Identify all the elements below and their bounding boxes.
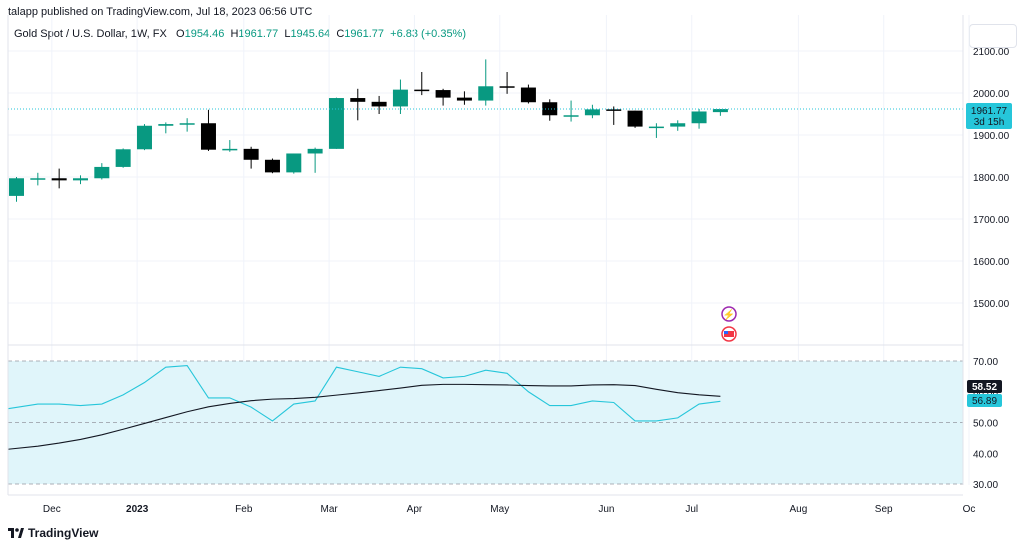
time-tick-label: 2023 [126, 504, 149, 515]
time-tick-label: Mar [321, 504, 339, 515]
candle-body [51, 178, 67, 181]
candle-body [606, 109, 622, 111]
candle-body [94, 166, 110, 179]
change-value: +6.83 (+0.35%) [390, 28, 467, 40]
candle-body [136, 125, 152, 150]
rsi-tick-label: 40.00 [973, 449, 998, 460]
footer-brand: TradingView [8, 526, 98, 540]
candle-body [200, 123, 216, 150]
candle-body [264, 159, 280, 173]
chart-settings-button[interactable] [969, 24, 1017, 48]
publisher-caption: talapp published on TradingView.com, Jul… [8, 6, 313, 18]
rsi-tick-label: 30.00 [973, 480, 998, 491]
candle-body [520, 87, 536, 103]
candle-body [350, 98, 366, 102]
price-tick-label: 1700.00 [973, 215, 1010, 226]
flag-canton [724, 331, 728, 334]
candle-body [435, 90, 451, 98]
price-tag-bg [966, 103, 1012, 129]
axes-layer: 2100.00 2000.00 1900.00 1800.00 1700.00 1600.… [7, 15, 1010, 515]
candle-body [670, 123, 686, 127]
low-value: 1945.64 [290, 28, 331, 40]
rsi-tick-label: 50.00 [973, 419, 998, 430]
rsi-line [7, 365, 721, 422]
flag-stripes [724, 331, 734, 337]
price-tick-label: 2000.00 [973, 89, 1010, 100]
candle-body [584, 109, 600, 116]
rsi-band-lines [8, 360, 963, 485]
low-label: L [284, 28, 291, 40]
candle-body [9, 178, 24, 196]
price-tick-label: 1800.00 [973, 173, 1010, 184]
rsi-ma-tag-bg [967, 380, 1002, 393]
candle-body [712, 109, 728, 113]
price-tick-label: 1500.00 [973, 299, 1010, 310]
candle-body [72, 178, 88, 181]
open-value: 1954.46 [184, 28, 225, 40]
price-tag-value: 1961.77 [971, 106, 1008, 117]
tradingview-logo-icon [8, 528, 24, 538]
price-tick-label: 1600.00 [973, 257, 1010, 268]
rsi-tag-value: 56.89 [972, 396, 997, 407]
time-tick-label: Jun [598, 504, 614, 515]
candle-body [392, 89, 408, 107]
candle-body [563, 115, 579, 117]
time-tick-label: Jul [685, 504, 698, 515]
rsi-tick-label: 60.00 [973, 388, 998, 399]
time-tick-label: Dec [43, 504, 61, 515]
price-tick-label: 1900.00 [973, 131, 1010, 142]
rsi-tick-label: 70.00 [973, 357, 998, 368]
time-tick-label: Apr [407, 504, 423, 515]
time-tick-label: Feb [235, 504, 253, 515]
brand-name: TradingView [28, 526, 99, 540]
candle-body [115, 149, 131, 167]
lightning-glyph: ⚡ [723, 308, 735, 321]
candle-body [478, 86, 494, 101]
rsi-ma-tag-value: 58.52 [972, 382, 997, 393]
rsi-ma-line [7, 383, 721, 450]
price-tick-label: 2100.00 [973, 47, 1010, 58]
rsi-series-layer [7, 365, 721, 450]
candle-body [328, 98, 344, 149]
candle-body [222, 148, 238, 151]
candle-body [414, 89, 430, 92]
high-label: H [230, 28, 239, 40]
candle-body [158, 124, 174, 126]
candle-body [30, 178, 46, 180]
close-label: C [336, 28, 345, 40]
candle-body [286, 153, 302, 173]
time-tick-label: Aug [789, 504, 807, 515]
candle-body [648, 126, 664, 129]
candles-layer [9, 59, 728, 202]
price-tag-countdown: 3d 15h [974, 117, 1005, 128]
rsi-tag-bg [967, 394, 1002, 407]
open-label: O [176, 28, 185, 40]
candle-body [243, 148, 259, 160]
candle-body [456, 97, 472, 101]
high-value: 1961.77 [238, 28, 279, 40]
candle-body [691, 111, 707, 124]
candle-body [627, 110, 643, 127]
close-value: 1961.77 [344, 28, 385, 40]
time-tick-label: Oc [963, 504, 976, 515]
candle-body [499, 86, 515, 88]
time-tick-label: May [490, 504, 509, 515]
time-tick-label: Sep [875, 504, 893, 515]
earnings-lightning-icon[interactable] [721, 306, 737, 322]
candle-body [179, 123, 195, 125]
candle-body [542, 102, 558, 116]
candle-body [307, 148, 323, 154]
candle-body [371, 101, 387, 107]
